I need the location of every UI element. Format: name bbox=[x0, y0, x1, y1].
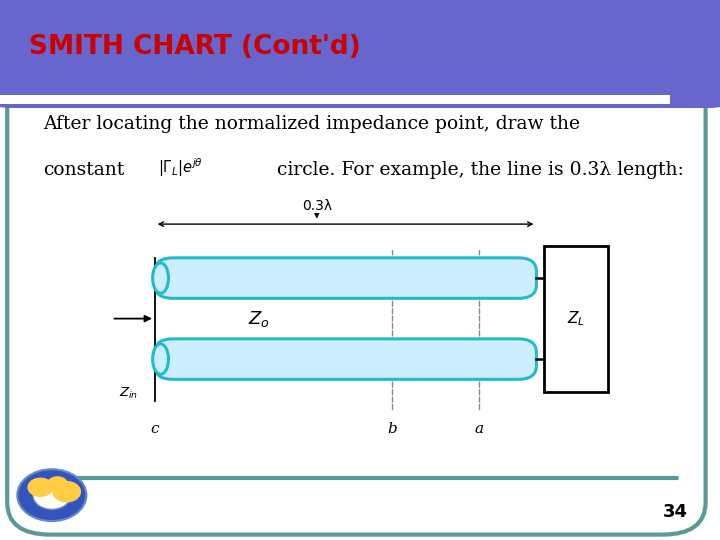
FancyBboxPatch shape bbox=[0, 0, 720, 108]
Circle shape bbox=[47, 476, 68, 492]
Text: constant: constant bbox=[43, 161, 125, 179]
Text: b: b bbox=[387, 422, 397, 436]
FancyBboxPatch shape bbox=[155, 339, 536, 379]
Text: circle. For example, the line is 0.3λ length:: circle. For example, the line is 0.3λ le… bbox=[277, 161, 684, 179]
Text: c: c bbox=[150, 422, 159, 436]
Bar bbox=[544, 246, 608, 392]
Text: a: a bbox=[474, 422, 483, 436]
Bar bbox=[0, 94, 670, 104]
Text: After locating the normalized impedance point, draw the: After locating the normalized impedance … bbox=[43, 115, 580, 133]
Text: 0.3λ: 0.3λ bbox=[302, 199, 332, 213]
Ellipse shape bbox=[153, 344, 168, 374]
Text: $Z_L$: $Z_L$ bbox=[567, 309, 585, 328]
Text: $Z_o$: $Z_o$ bbox=[248, 308, 270, 329]
Circle shape bbox=[27, 477, 53, 497]
Ellipse shape bbox=[153, 263, 168, 293]
Text: $|\Gamma_L|e^{j\theta}$: $|\Gamma_L|e^{j\theta}$ bbox=[158, 156, 203, 179]
Text: 34: 34 bbox=[662, 503, 688, 521]
Circle shape bbox=[53, 481, 81, 503]
FancyBboxPatch shape bbox=[155, 258, 536, 298]
Circle shape bbox=[33, 481, 71, 509]
Text: SMITH CHART (Cont'd): SMITH CHART (Cont'd) bbox=[29, 34, 361, 60]
Circle shape bbox=[17, 469, 86, 521]
Text: $Z_{in}$: $Z_{in}$ bbox=[119, 386, 138, 401]
